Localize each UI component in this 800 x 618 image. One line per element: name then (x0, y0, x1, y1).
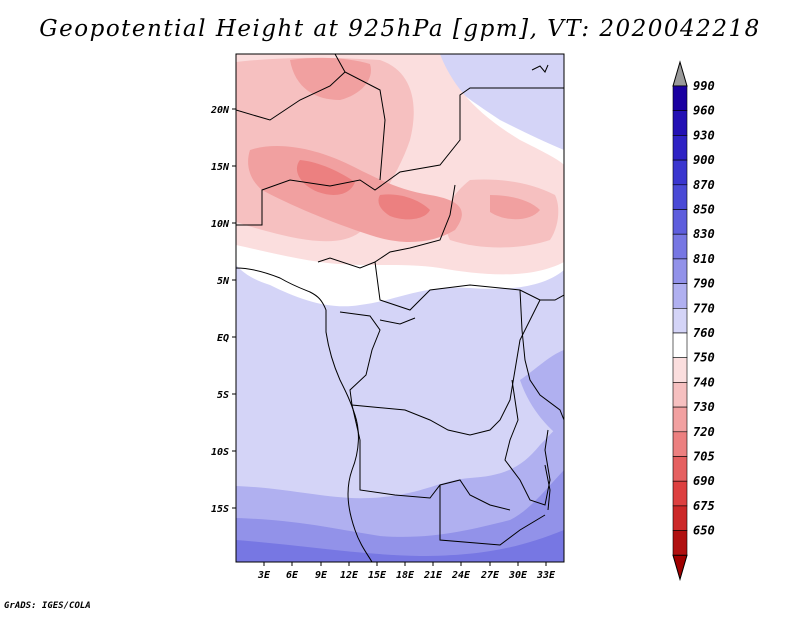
colorbar-swatch (672, 110, 688, 136)
colorbar-swatch (672, 406, 688, 433)
lon-label: 15E (368, 570, 387, 581)
lon-label: 12E (340, 570, 359, 581)
colorbar-level-label: 790 (693, 277, 715, 291)
colorbar-level-label: 740 (693, 375, 715, 389)
colorbar-level-label: 930 (693, 128, 715, 142)
colorbar-level-label: 870 (693, 178, 715, 192)
colorbar-swatch (672, 456, 688, 482)
colorbar-swatch (672, 505, 688, 531)
colorbar-swatch (672, 382, 688, 408)
colorbar-swatch (672, 530, 688, 556)
lat-label: 5S (217, 390, 229, 401)
lat-label: 15S (211, 504, 229, 515)
lon-label: 9E (315, 570, 328, 581)
map-frame (235, 53, 565, 563)
colorbar-swatch (672, 332, 688, 359)
colorbar-level-label: 850 (693, 203, 715, 217)
lon-label: 30E (508, 570, 528, 581)
lat-label: 20N (210, 105, 230, 116)
colorbar-level-label: 900 (693, 153, 715, 167)
colorbar-top-arrow (672, 60, 688, 87)
colorbar-level-label: 720 (693, 425, 715, 439)
colorbar-level-label: 770 (693, 301, 715, 315)
colorbar-swatch (672, 85, 688, 112)
lat-label: 15N (211, 162, 230, 173)
colorbar-swatch (672, 431, 688, 457)
colorbar-swatch (672, 258, 688, 284)
lat-label: 10S (211, 447, 229, 458)
colorbar-level-label: 730 (693, 400, 715, 414)
colorbar-swatch (672, 480, 688, 507)
grads-credit: GrADS: IGES/COLA (4, 601, 91, 611)
lat-label: 5N (217, 276, 230, 287)
colorbar-swatch (672, 159, 688, 186)
colorbar-swatch (672, 184, 688, 210)
lon-label: 18E (396, 570, 415, 581)
lat-label: EQ (217, 333, 229, 344)
lon-label: 3E (257, 570, 271, 581)
colorbar-level-label: 690 (693, 474, 715, 488)
colorbar-swatch (672, 307, 688, 334)
colorbar-level-label: 650 (693, 524, 715, 538)
colorbar-level-label: 960 (693, 104, 715, 118)
colorbar-level-label: 990 (693, 79, 715, 93)
colorbar-level-label: 760 (693, 326, 715, 340)
map-title: Geopotential Height at 925hPa [gpm], VT:… (39, 16, 761, 42)
colorbar-level-label: 675 (693, 499, 715, 513)
colorbar-swatch (672, 233, 688, 260)
lon-label: 6E (286, 570, 299, 581)
colorbar-swatch (672, 357, 688, 383)
lon-label: 27E (480, 570, 500, 581)
latitude-axis: 20N 15N 10N 5N EQ 5S 10S 15S (210, 105, 236, 515)
country-borders (236, 54, 564, 562)
colorbar-level-label: 810 (693, 252, 715, 266)
colorbar-swatch (672, 209, 688, 235)
lon-label: 33E (536, 570, 556, 581)
lat-label: 10N (211, 219, 230, 230)
lon-label: 21E (423, 570, 443, 581)
colorbar: 990 960 930 900 870 850 830 810 790 770 760 750 740 7… (672, 60, 715, 582)
colorbar-swatch (672, 283, 688, 309)
height-field (236, 54, 564, 562)
colorbar-bottom-arrow (672, 554, 688, 582)
lon-label: 24E (451, 570, 471, 581)
colorbar-level-label: 705 (693, 450, 715, 464)
colorbar-swatch (672, 135, 688, 161)
longitude-axis: 3E 6E 9E 12E 15E 18E 21E 24E 27E 30E 33E (257, 562, 556, 581)
colorbar-level-label: 830 (693, 227, 715, 241)
colorbar-level-label: 750 (693, 351, 715, 365)
